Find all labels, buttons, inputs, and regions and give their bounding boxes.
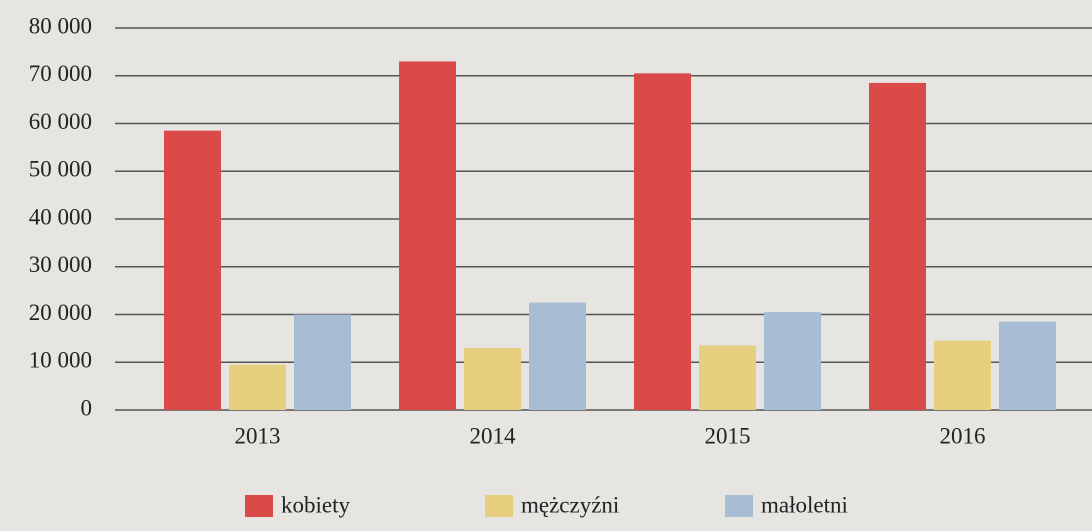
bar xyxy=(699,346,756,410)
y-tick-label: 0 xyxy=(81,395,93,420)
y-tick-label: 40 000 xyxy=(29,204,92,229)
y-tick-label: 30 000 xyxy=(29,252,92,277)
y-tick-label: 10 000 xyxy=(29,348,92,373)
bar xyxy=(294,315,351,411)
legend-label: kobiety xyxy=(281,492,350,517)
bar xyxy=(529,303,586,410)
bar xyxy=(869,83,926,410)
x-tick-label: 2016 xyxy=(940,423,986,448)
bar xyxy=(399,61,456,410)
bar xyxy=(229,365,286,410)
legend-swatch xyxy=(245,495,273,517)
page: 0 10 000 20 000 30 000 40 000 50 000 60 000 70 … xyxy=(0,0,1092,531)
legend-swatch xyxy=(725,495,753,517)
bar xyxy=(999,322,1056,410)
x-tick-label: 2015 xyxy=(705,423,751,448)
y-tick-label: 80 000 xyxy=(29,13,92,38)
x-tick-label: 2013 xyxy=(235,423,281,448)
x-tick-label: 2014 xyxy=(470,423,517,448)
background xyxy=(0,0,1092,531)
legend-label: mężczyźni xyxy=(521,492,619,517)
y-tick-label: 50 000 xyxy=(29,157,92,182)
legend-swatch xyxy=(485,495,513,517)
bar xyxy=(934,341,991,410)
y-tick-label: 20 000 xyxy=(29,300,92,325)
chart: 0 10 000 20 000 30 000 40 000 50 000 60 000 70 … xyxy=(0,0,1092,531)
bar xyxy=(164,131,221,410)
bar xyxy=(764,312,821,410)
y-tick-label: 60 000 xyxy=(29,109,92,134)
bar xyxy=(464,348,521,410)
legend-label: małoletni xyxy=(761,492,848,517)
bar xyxy=(634,73,691,410)
y-tick-label: 70 000 xyxy=(29,61,92,86)
